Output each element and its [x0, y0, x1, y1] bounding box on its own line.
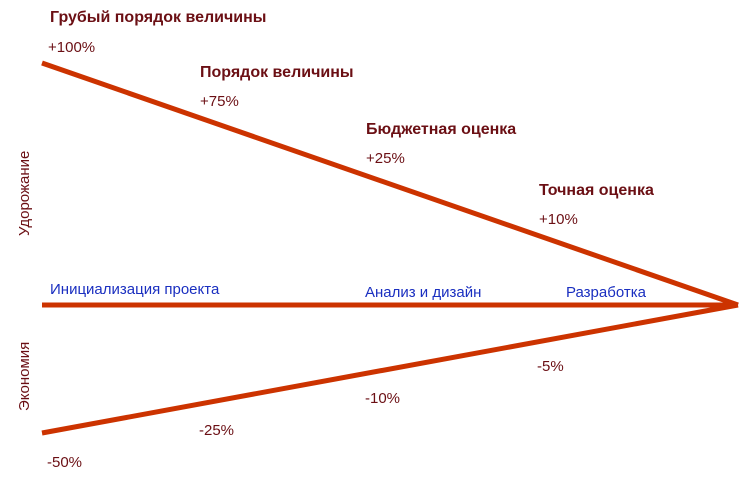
overrun-line	[41, 60, 739, 308]
stage-initiation: Инициализация проекта	[50, 281, 220, 298]
savings-value-50: -50%	[47, 454, 83, 471]
estimate-title-precise: Точная оценка	[539, 182, 654, 199]
axis-label-savings: Экономия	[16, 341, 33, 411]
estimate-value-precise: +10%	[539, 211, 578, 228]
estimate-value-order: +75%	[200, 93, 239, 110]
estimate-title-budget: Бюджетная оценка	[366, 121, 517, 138]
estimate-value-budget: +25%	[366, 150, 405, 167]
savings-value-10: -10%	[365, 390, 401, 407]
stage-analysis-design: Анализ и дизайн	[365, 284, 482, 301]
savings-line	[41, 302, 739, 436]
estimate-title-rough-order: Грубый порядок величины	[50, 9, 267, 26]
savings-value-5: -5%	[537, 358, 564, 375]
stage-development: Разработка	[566, 284, 646, 301]
estimate-title-order: Порядок величины	[200, 64, 354, 81]
estimate-value-rough-order: +100%	[48, 39, 96, 56]
savings-value-25: -25%	[199, 422, 235, 439]
axis-label-overrun: Удорожание	[16, 150, 33, 236]
